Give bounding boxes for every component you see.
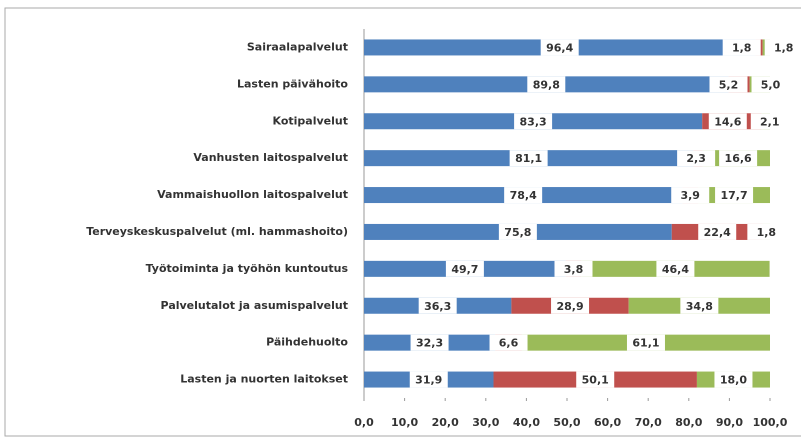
data-label-box [751, 76, 790, 93]
x-tick-label: 80,0 [675, 416, 702, 429]
data-label-box [764, 39, 801, 56]
data-label: 89,8 [533, 78, 560, 91]
x-tick-label: 0,0 [354, 416, 374, 429]
data-label: 1,8 [732, 41, 752, 54]
data-label: 2,3 [686, 152, 706, 165]
y-tick-label: Lasten ja nuorten laitokset [180, 373, 348, 386]
data-label: 83,3 [520, 115, 547, 128]
data-label-box [677, 150, 716, 167]
data-label-box [747, 223, 786, 240]
x-tick-label: 70,0 [635, 416, 662, 429]
x-tick-label: 10,0 [391, 416, 418, 429]
data-label: 1,8 [774, 41, 794, 54]
data-label: 14,6 [714, 115, 741, 128]
y-tick-label: Terveyskeskuspalvelut (ml. hammashoito) [86, 225, 348, 238]
data-label: 78,4 [510, 189, 537, 202]
data-label-box [514, 113, 553, 130]
data-label: 18,0 [720, 374, 747, 387]
y-tick-label: Sairaalapalvelut [247, 40, 348, 53]
data-label: 34,8 [686, 300, 713, 313]
data-label-box [498, 223, 537, 240]
data-label: 3,8 [564, 263, 584, 276]
data-label-box [527, 76, 566, 93]
x-tick-label: 50,0 [553, 416, 580, 429]
data-label-box [714, 371, 753, 388]
y-tick-label: Työtoiminta ja työhön kuntoutus [146, 262, 349, 275]
data-label: 81,1 [515, 152, 542, 165]
x-tick-label: 20,0 [432, 416, 459, 429]
data-label-box [445, 260, 484, 277]
data-label: 1,8 [757, 226, 777, 239]
data-label: 5,0 [761, 78, 781, 91]
data-label: 16,6 [725, 152, 752, 165]
data-label: 46,4 [662, 263, 689, 276]
data-label-box [715, 187, 754, 204]
data-label: 31,9 [415, 374, 442, 387]
y-tick-label: Lasten päivähoito [237, 77, 348, 90]
data-label-box [698, 223, 737, 240]
y-tick-label: Palvelutalot ja asumispalvelut [161, 299, 348, 312]
x-tick-label: 90,0 [716, 416, 743, 429]
data-label: 32,3 [416, 337, 443, 350]
x-tick-label: 100,0 [753, 416, 788, 429]
data-label: 96,4 [546, 41, 573, 54]
data-label: 2,1 [760, 115, 780, 128]
data-label-box [540, 39, 579, 56]
data-label-box [680, 297, 719, 314]
data-label: 5,2 [719, 78, 739, 91]
data-label: 61,1 [632, 337, 659, 350]
data-label-box [671, 187, 710, 204]
data-label: 75,8 [504, 226, 531, 239]
data-label-box [722, 39, 761, 56]
data-label: 17,7 [720, 189, 747, 202]
data-label: 36,3 [424, 300, 451, 313]
data-label-box [509, 150, 548, 167]
y-tick-label: Kotipalvelut [273, 114, 348, 127]
y-tick-label: Vanhusten laitospalvelut [193, 151, 348, 164]
data-label-box [409, 371, 448, 388]
data-label-box [554, 260, 593, 277]
x-tick-label: 30,0 [472, 416, 499, 429]
data-label: 22,4 [704, 226, 731, 239]
data-label-box [708, 113, 747, 130]
y-tick-label: Vammaishuollon laitospalvelut [157, 188, 348, 201]
x-tick-label: 60,0 [594, 416, 621, 429]
x-tick-label: 40,0 [513, 416, 540, 429]
data-label-box [750, 113, 789, 130]
data-label-box [656, 260, 695, 277]
data-label-box [626, 334, 665, 351]
data-label-box [551, 297, 590, 314]
data-label: 49,7 [451, 263, 478, 276]
data-label: 3,9 [680, 189, 700, 202]
data-label: 50,1 [582, 374, 609, 387]
data-label-box [576, 371, 615, 388]
y-tick-label: Päihdehuolto [266, 336, 348, 349]
data-label: 28,9 [556, 300, 583, 313]
data-label-box [410, 334, 449, 351]
data-label-box [719, 150, 758, 167]
data-label-box [418, 297, 457, 314]
data-label-box [504, 187, 543, 204]
data-label: 6,6 [499, 337, 519, 350]
data-label-box [709, 76, 748, 93]
data-label-box [489, 334, 528, 351]
